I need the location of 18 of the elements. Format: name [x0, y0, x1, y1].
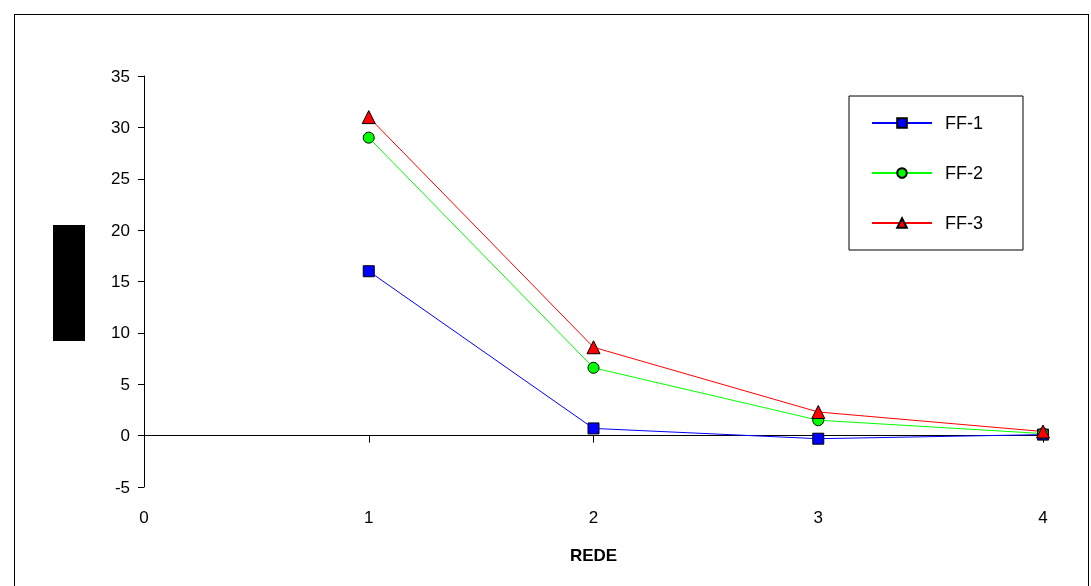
y-tick-label: 0 — [120, 426, 130, 446]
x-tick-label: 1 — [364, 508, 374, 527]
y-tick-label: 25 — [111, 169, 130, 189]
legend-label: FF-3 — [945, 213, 983, 233]
y-tick-label: 30 — [111, 117, 130, 137]
y-tick-label: -5 — [114, 477, 130, 497]
y-tick-label: 35 — [111, 66, 130, 86]
legend-label: FF-1 — [945, 113, 983, 133]
y-tick-label: 10 — [111, 323, 130, 343]
legend-label: FF-2 — [945, 163, 983, 183]
x-tick-label: 0 — [139, 508, 149, 527]
x-tick-label: 4 — [1038, 508, 1048, 527]
x-axis-title: REDE — [569, 546, 618, 565]
x-tick-label: 2 — [588, 508, 599, 527]
y-tick-label: 20 — [111, 220, 130, 240]
x-tick-label: 3 — [813, 508, 823, 527]
y-tick-label: 15 — [111, 272, 130, 291]
y-tick-label: 5 — [120, 374, 130, 394]
